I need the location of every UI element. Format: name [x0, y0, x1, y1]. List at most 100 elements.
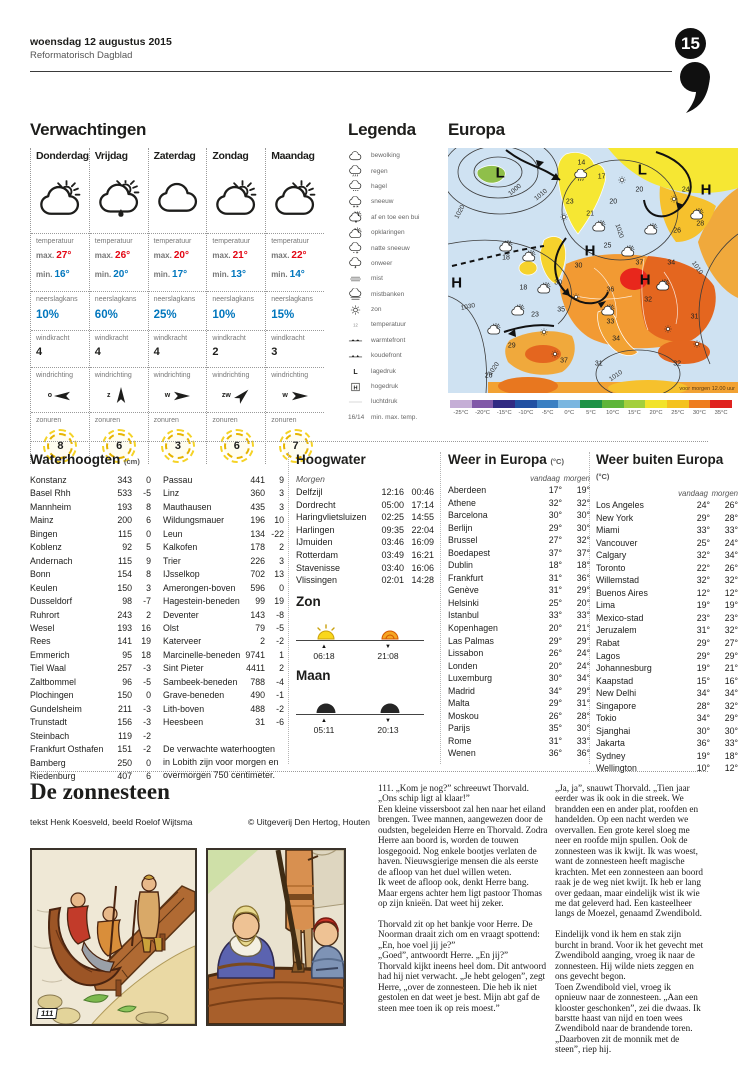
legend-label: af en toe een bui — [371, 213, 420, 221]
legend-minmax-row: 16/14 min. max. temp. — [348, 410, 440, 425]
isobar-label: 1010 — [690, 260, 705, 276]
sun-title: Zon — [296, 594, 321, 609]
windforce-label: windkracht — [153, 335, 188, 342]
table-row: Jeruzalem 31° 32° — [596, 625, 738, 636]
min-temp: min. 14° — [271, 269, 305, 280]
legend-label: natte sneeuw — [371, 244, 410, 252]
sunhours-label: zonuren — [94, 417, 121, 424]
table-row: Malta 29° 31° — [448, 698, 590, 709]
legend-row: mist — [348, 271, 440, 286]
divider — [31, 367, 89, 368]
weather-icon — [212, 167, 261, 229]
wind-letter: z — [106, 392, 111, 399]
sun-map-icon — [549, 349, 561, 358]
sun-cloud-map-icon — [486, 323, 502, 335]
legend-row: zon — [348, 302, 440, 317]
legend-label: sneeuw — [371, 198, 394, 206]
sunhours-label: zonuren — [153, 417, 179, 424]
divider — [207, 412, 266, 413]
map-temperature: 30 — [574, 262, 583, 270]
map-temperature: 14 — [577, 159, 586, 167]
pressure-center: L — [495, 164, 505, 181]
table-row: Trunstadt 156 -3 — [30, 717, 151, 728]
table-row: Boedapest 37° 37° — [448, 547, 590, 558]
wind-direction: o — [36, 383, 85, 408]
sun-map-icon — [668, 195, 680, 204]
table-row: Sjanghai 30° 30° — [596, 725, 738, 736]
divider — [266, 291, 324, 292]
map-temperature: 35 — [557, 306, 565, 314]
moonset-time: ▼ 20:13 — [366, 717, 410, 735]
min-temp: min. 13° — [212, 269, 246, 280]
map-temperature: 29 — [507, 342, 516, 350]
table-row: IJmuiden 03:46 16:09 — [296, 537, 434, 548]
table-row: Haringvlietsluizen 02:25 14:55 — [296, 512, 434, 523]
table-row: New York 29° 28° — [596, 512, 738, 523]
precip-chance: 25% — [153, 309, 177, 321]
temperature-scale: -25°C -20°C -15°C -10°C -5°C 0°C 5°C 10°C 15°C 20… — [450, 400, 732, 416]
moon-times-section: Maan ▲ 05:11 ▼ 20:13 — [296, 668, 434, 742]
map-temperature: 28 — [696, 220, 705, 228]
map-temperature: 18 — [519, 284, 528, 292]
divider — [266, 367, 324, 368]
forecast-day: Vrijdag temperatuur max. 26° min. 20° neer… — [88, 148, 148, 464]
page-number: 15 — [681, 33, 700, 53]
table-row: Plochingen 150 0 — [30, 690, 151, 701]
map-temperature: 32 — [644, 296, 652, 304]
horizon-line — [296, 640, 424, 641]
table-row: Olst 79 -5 — [163, 622, 284, 633]
paper-name: Reformatorisch Dagblad — [30, 50, 133, 61]
scale-label: 25°C — [671, 410, 685, 416]
moon-title: Maan — [296, 668, 331, 683]
pressure-center: H — [451, 274, 463, 292]
moonrise-icon — [314, 698, 338, 714]
sun-cloud-map-icon — [536, 282, 552, 294]
table-row: Los Angeles 24° 26° — [596, 500, 738, 510]
sunset-time: ▼ 21:08 — [366, 643, 410, 661]
precip-chance: 10% — [212, 309, 236, 321]
table-row: Istanbul 33° 33° — [448, 610, 590, 621]
temperature-label: temperatuur — [212, 238, 251, 245]
table-row: Ruhrort 243 2 — [30, 609, 151, 620]
wind-arrow-icon — [53, 386, 73, 406]
sunburst-icon: 7 — [278, 429, 313, 463]
sun-hours: 3 — [154, 428, 203, 464]
cloud-rain-map-icon — [573, 169, 589, 181]
table-row: Hagestein-beneden 99 19 — [163, 596, 284, 607]
wind-letter: zw — [221, 392, 231, 399]
legend-label: onweer — [371, 259, 393, 267]
sun-cloud-map-icon — [591, 220, 607, 232]
legend-row: luchtdruk — [348, 394, 440, 409]
wind-force: 4 — [153, 346, 160, 358]
sunrise-icon — [314, 624, 338, 640]
legend-row: opklaringen — [348, 225, 440, 240]
weather-icon — [154, 167, 203, 229]
table-row: Kopenhagen 20° 21° — [448, 623, 590, 634]
scale-segment — [580, 400, 602, 408]
table-row: Berlijn 29° 30° — [448, 522, 590, 533]
table-row: Mexico-stad 23° 23° — [596, 612, 738, 623]
divider — [266, 412, 324, 413]
scale-label: 0°C — [564, 410, 575, 416]
divider — [89, 291, 148, 292]
legend-label: zon — [371, 306, 382, 314]
table-row: Sambeek-beneden 788 -4 — [163, 676, 284, 687]
divider — [31, 291, 89, 292]
comic-panel-1: 111 — [30, 848, 197, 1026]
map-temperature: 34 — [612, 335, 621, 343]
map-temperature: 26 — [673, 227, 681, 235]
table-row: Singapore 28° 32° — [596, 700, 738, 711]
legend-row: koudefront — [348, 348, 440, 363]
divider — [89, 412, 148, 413]
scale-segment — [710, 400, 732, 408]
table-row: Passau 441 9 — [163, 475, 284, 485]
map-temperature: 25 — [603, 242, 612, 250]
scale-segment — [450, 400, 472, 408]
wind-force: 2 — [212, 346, 219, 358]
scale-label: 30°C — [692, 410, 706, 416]
divider — [89, 233, 148, 234]
table-row: Basel Rhh 533 -5 — [30, 488, 151, 499]
high-tide-subtitle: Morgen — [296, 474, 325, 484]
pressure-center: H — [639, 271, 651, 289]
scale-label: 10°C — [606, 410, 620, 416]
